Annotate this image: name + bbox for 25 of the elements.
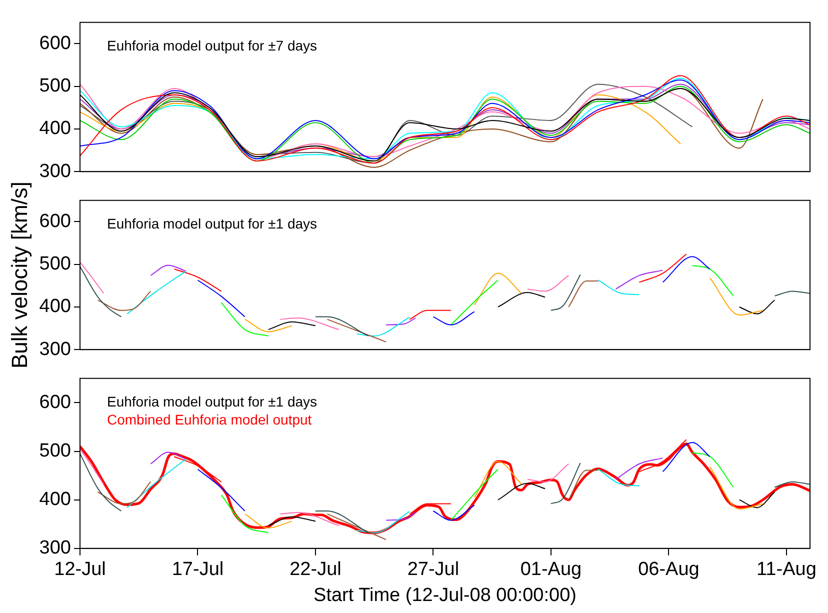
text: Euhforia model output for ±7 days [107,37,318,54]
y-tick-label: 300 [39,538,71,559]
x-tick-label: 11-Aug [756,559,816,580]
y-axis-title: Bulk velocity [km/s] [7,181,33,369]
y-tick-label: 400 [39,118,71,140]
y-tick-label: 600 [39,32,71,54]
x-tick-label: 01-Aug [520,559,582,580]
x-tick-label: 12-Jul [54,559,106,580]
y-tick-label: 300 [39,160,71,182]
text: Combined Euhforia model output [107,411,312,428]
y-tick-label: 400 [39,296,71,318]
y-tick-label: 500 [39,440,71,462]
x-tick-label: 06-Aug [638,559,700,580]
x-tick-label: 17-Jul [172,559,224,580]
x-axis-title: Start Time (12-Jul-08 00:00:00) [314,584,576,606]
text: Euhforia model output for ±1 days [107,393,318,410]
y-tick-label: 600 [39,392,71,413]
y-tick-label: 500 [39,76,71,97]
text: Euhforia model output for ±1 days [107,215,318,232]
y-tick-label: 600 [39,210,71,232]
x-tick-label: 27-Jul [407,559,460,580]
y-tick-label: 300 [39,338,71,360]
y-tick-label: 500 [39,254,71,275]
x-tick-label: 22-Jul [290,559,342,580]
y-tick-label: 400 [39,489,71,510]
